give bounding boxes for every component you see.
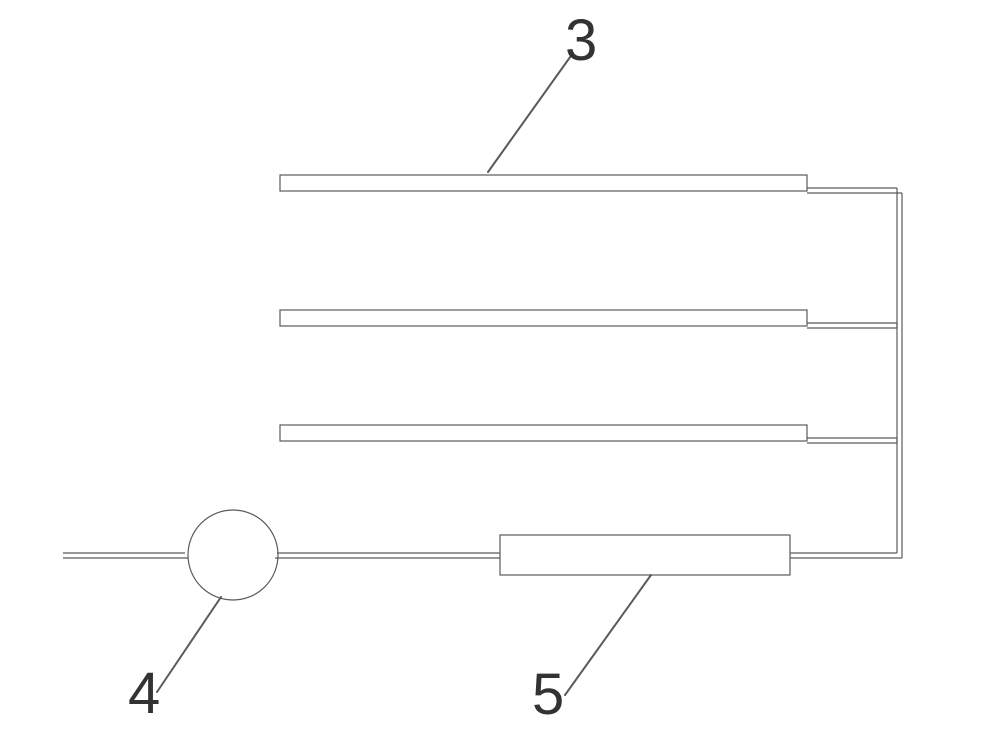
label-4: 4 <box>128 665 160 723</box>
schematic-svg <box>0 0 1000 734</box>
diagram-canvas: 3 4 5 <box>0 0 1000 734</box>
label-3: 3 <box>565 12 597 70</box>
label-5: 5 <box>532 666 564 724</box>
